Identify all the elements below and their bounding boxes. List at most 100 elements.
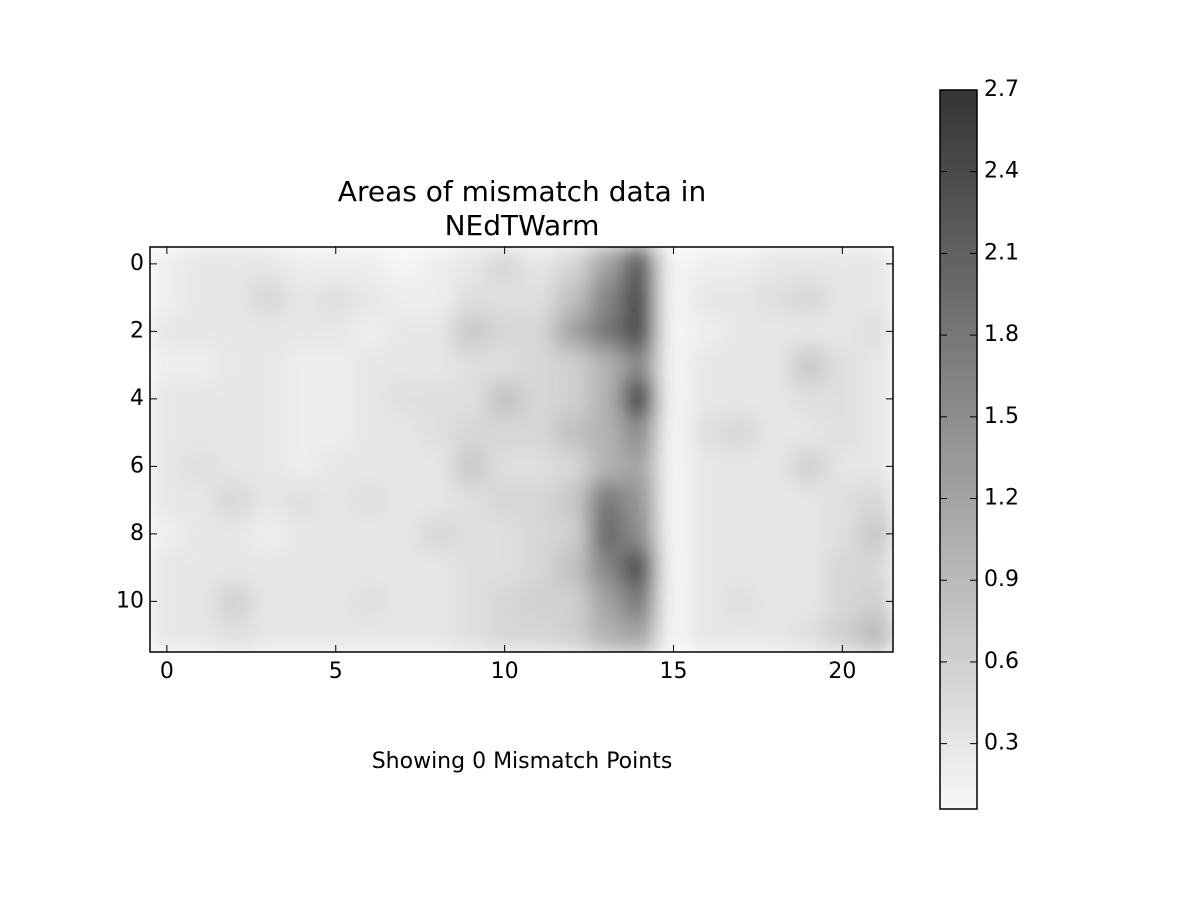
heatmap-cell (352, 280, 387, 315)
heatmap-cell (555, 550, 590, 585)
heatmap-cell (690, 247, 725, 282)
heatmap-cell (487, 517, 522, 552)
heatmap-cell (622, 415, 658, 450)
x-tick-label: 5 (329, 659, 343, 684)
heatmap-cell (825, 280, 860, 315)
heatmap-cell (251, 517, 286, 552)
heatmap-cell (656, 517, 691, 552)
heatmap-cell (150, 280, 185, 315)
heatmap-cell (791, 449, 826, 484)
heatmap-cell (183, 348, 219, 383)
heatmap-cell (318, 280, 354, 315)
colorbar (940, 90, 977, 809)
heatmap-cell (656, 314, 691, 349)
heatmap-cell (150, 415, 185, 450)
heatmap-cell (318, 382, 354, 417)
heatmap-cell (386, 382, 421, 417)
heatmap-cell (859, 550, 893, 585)
heatmap-cell (251, 584, 286, 619)
heatmap-cell (656, 483, 691, 518)
heatmap-cell (825, 314, 860, 349)
heatmap-cell (622, 247, 658, 282)
heatmap-cell (724, 280, 759, 315)
heatmap-cell (521, 314, 556, 349)
heatmap-cell (420, 550, 455, 585)
heatmap-cell (690, 550, 725, 585)
heatmap-cell (183, 483, 219, 518)
heatmap-cell (318, 449, 354, 484)
heatmap-cell (521, 550, 556, 585)
heatmap-cell (453, 584, 489, 619)
x-tick-label: 0 (160, 659, 174, 684)
y-tick-label: 2 (130, 318, 144, 343)
heatmap-cell (757, 517, 793, 552)
heatmap-cell (589, 584, 624, 619)
heatmap-cell (386, 280, 421, 315)
heatmap-cell (217, 618, 252, 652)
heatmap-cell (318, 348, 354, 383)
heatmap-cell (285, 314, 320, 349)
heatmap-cell (251, 415, 286, 450)
heatmap-cell (183, 415, 219, 450)
heatmap-cell (352, 584, 387, 619)
heatmap-cell (724, 247, 759, 282)
heatmap-cell (690, 382, 725, 417)
heatmap-cell (757, 247, 793, 282)
y-tick-label: 0 (130, 251, 144, 276)
heatmap-cell (622, 449, 658, 484)
heatmap-cell (622, 314, 658, 349)
heatmap-cell (251, 280, 286, 315)
heatmap-cell (589, 348, 624, 383)
heatmap-cell (825, 550, 860, 585)
heatmap-cell (487, 584, 522, 619)
heatmap-cell (352, 415, 387, 450)
heatmap-cell (352, 550, 387, 585)
heatmap (150, 247, 893, 652)
heatmap-cell (487, 415, 522, 450)
heatmap-cell (453, 449, 489, 484)
x-tick-label: 15 (659, 659, 687, 684)
colorbar-tick-label: 0.9 (984, 567, 1019, 592)
heatmap-cell (453, 247, 489, 282)
heatmap-cell (589, 382, 624, 417)
heatmap-cell (150, 348, 185, 383)
heatmap-cell (183, 382, 219, 417)
heatmap-cell (757, 449, 793, 484)
heatmap-cell (386, 483, 421, 518)
heatmap-cell (183, 618, 219, 652)
heatmap-cell (690, 517, 725, 552)
heatmap-cell (690, 280, 725, 315)
heatmap-cell (386, 618, 421, 652)
heatmap-cell (420, 415, 455, 450)
heatmap-cell (453, 348, 489, 383)
heatmap-cell (285, 483, 320, 518)
heatmap-cell (386, 449, 421, 484)
heatmap-cell (825, 517, 860, 552)
heatmap-cell (352, 382, 387, 417)
heatmap-cell (622, 382, 658, 417)
heatmap-cell (589, 415, 624, 450)
heatmap-cell (859, 618, 893, 652)
heatmap-cell (589, 280, 624, 315)
heatmap-cell (217, 280, 252, 315)
heatmap-cell (791, 618, 826, 652)
heatmap-cell (555, 618, 590, 652)
heatmap-cell (521, 584, 556, 619)
heatmap-cell (724, 415, 759, 450)
heatmap-cell (791, 280, 826, 315)
colorbar-tick-label: 2.1 (984, 240, 1019, 265)
heatmap-cell (453, 314, 489, 349)
heatmap-cell (555, 415, 590, 450)
heatmap-cell (555, 517, 590, 552)
heatmap-cell (420, 584, 455, 619)
heatmap-cell (757, 584, 793, 619)
heatmap-cell (791, 483, 826, 518)
heatmap-cell (757, 550, 793, 585)
heatmap-cell (622, 618, 658, 652)
heatmap-cell (690, 483, 725, 518)
x-tick-label: 10 (491, 659, 519, 684)
heatmap-cell (791, 584, 826, 619)
heatmap-cell (589, 618, 624, 652)
heatmap-cell (555, 584, 590, 619)
heatmap-cell (386, 247, 421, 282)
